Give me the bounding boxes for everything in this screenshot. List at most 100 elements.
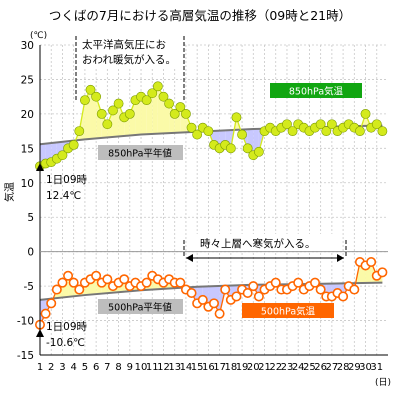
x-tick-label: 3	[59, 362, 65, 373]
point-500	[377, 267, 388, 278]
point-850	[192, 129, 203, 140]
start-500-date: 1日09時	[46, 321, 88, 333]
point-850	[147, 88, 158, 99]
x-tick-label: 4	[70, 362, 76, 373]
x-axis-unit: (日)	[375, 377, 391, 388]
legend-500-temp-bg	[242, 303, 334, 318]
point-500	[366, 256, 377, 267]
warm-anomaly-850	[90, 89, 97, 139]
start-500-arrow-head	[36, 329, 44, 337]
point-500	[74, 284, 85, 295]
point-850	[231, 112, 242, 123]
anticyclone-note-line2: おわれ暖気が入る。	[82, 53, 176, 66]
point-500	[293, 277, 304, 288]
legend-850-temp-bg	[270, 83, 362, 98]
x-tick-label: 27	[326, 362, 339, 373]
point-850	[186, 122, 197, 133]
x-tick-label: 11	[146, 362, 159, 373]
point-850	[181, 108, 191, 119]
start-850-value: 12.4℃	[46, 190, 81, 202]
y-tick-label: 20	[21, 109, 34, 121]
point-850	[326, 119, 337, 130]
legend-850-normal: 850hPa平年値	[108, 148, 172, 160]
point-500	[338, 291, 349, 302]
warm-anomaly-850	[135, 96, 142, 136]
point-500	[270, 277, 281, 288]
point-500	[209, 298, 220, 309]
y-tick-label: 15	[21, 143, 34, 155]
x-tick-label: 20	[247, 362, 260, 373]
y-tick-label: 10	[21, 178, 34, 190]
warm-anomaly-850	[152, 86, 158, 135]
x-tick-label: 5	[82, 362, 88, 373]
point-500	[175, 277, 186, 288]
point-500	[102, 274, 113, 285]
point-850	[360, 108, 371, 119]
point-850	[96, 108, 107, 119]
cold-air-annotation: 時々上層へ寒気が入る。	[183, 234, 347, 262]
point-850	[68, 139, 79, 150]
point-500	[242, 287, 253, 298]
x-tick-label: 26	[314, 362, 327, 373]
y-tick-label: -5	[24, 281, 34, 293]
y-axis-unit: (℃)	[30, 31, 47, 41]
x-tick-label: 28	[337, 362, 350, 373]
axes	[39, 45, 388, 356]
point-500	[68, 277, 79, 288]
point-850	[242, 143, 253, 154]
point-500	[141, 277, 152, 288]
y-tick-label: -10	[17, 316, 34, 328]
legend-500-normal: 500hPa平年値	[108, 302, 172, 314]
x-tick-label: 6	[93, 362, 99, 373]
point-500	[214, 308, 225, 319]
x-tick-label: 16	[202, 362, 215, 373]
x-tick-label: 30	[359, 362, 372, 373]
data-points	[34, 81, 388, 330]
x-tick-label: 17	[213, 362, 226, 373]
y-axis-label: 気温	[3, 182, 16, 202]
x-tick-label: 21	[258, 362, 271, 373]
start-500-annotation: 1日09時 -10.6℃	[36, 321, 88, 352]
point-500	[315, 284, 326, 295]
x-tick-label: 15	[191, 362, 204, 373]
x-tick-label: 13	[168, 362, 181, 373]
x-tick-label: 10	[135, 362, 148, 373]
point-500	[186, 287, 197, 298]
point-850	[102, 119, 113, 130]
point-850	[113, 98, 124, 109]
point-850	[377, 126, 388, 137]
warm-anomaly-850	[141, 96, 147, 135]
point-850	[237, 129, 247, 140]
point-850	[141, 95, 152, 106]
point-850	[371, 119, 382, 130]
legend-850-normal-bg	[98, 145, 183, 160]
point-500	[46, 298, 57, 309]
start-850-date: 1日09時	[46, 174, 88, 186]
y-tick-label: -15	[17, 350, 34, 362]
cold-air-note-bg	[194, 234, 334, 251]
point-850	[169, 108, 180, 119]
point-850	[287, 126, 298, 137]
point-850	[355, 126, 365, 137]
x-tick-label: 1	[37, 362, 43, 373]
point-850	[321, 126, 332, 137]
point-850	[74, 126, 85, 137]
point-850	[152, 81, 163, 92]
start-850-annotation: 1日09時 12.4℃	[36, 163, 88, 202]
point-500	[220, 284, 231, 295]
x-tick-label: 7	[104, 362, 110, 373]
point-850	[203, 126, 214, 137]
point-500	[349, 284, 360, 295]
cold-air-note: 時々上層へ寒気が入る。	[200, 237, 316, 250]
point-500	[40, 308, 51, 319]
point-500	[51, 284, 62, 295]
legend-500-normal-bg	[98, 299, 183, 314]
point-850	[282, 119, 292, 130]
point-500	[253, 291, 264, 302]
y-tick-label: 0	[27, 247, 34, 259]
x-tick-label: 8	[115, 362, 121, 373]
legend-850-temp: 850hPa気温	[289, 86, 344, 98]
x-tick-label: 22	[269, 362, 282, 373]
start-850-arrow-head	[36, 163, 44, 171]
point-500	[231, 291, 242, 302]
